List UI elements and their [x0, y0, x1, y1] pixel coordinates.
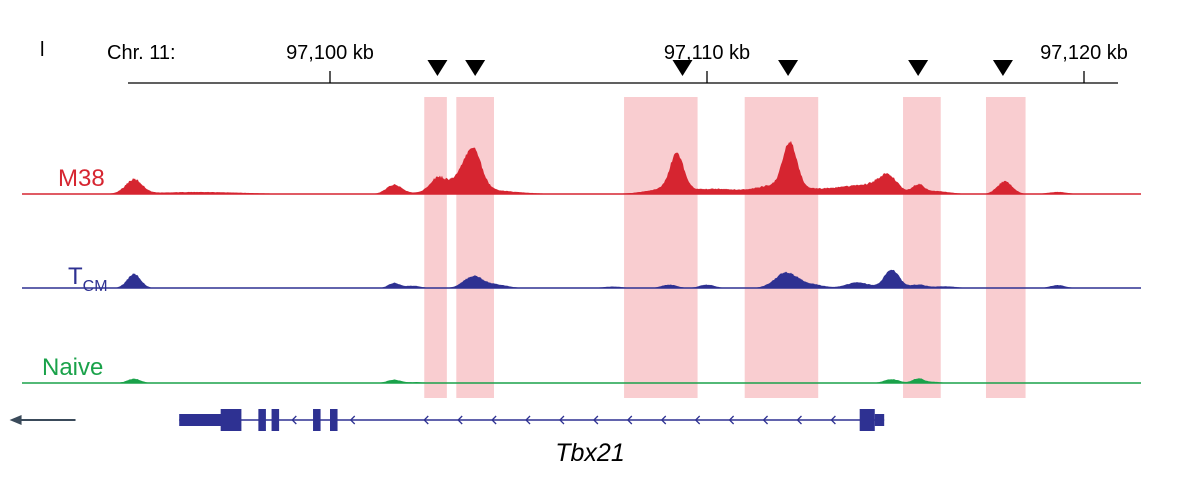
track-label-m38: M38	[58, 165, 105, 192]
gene-exon-6	[330, 409, 338, 431]
gene-strand-chevron-2	[291, 415, 297, 425]
track-label-naive: Naive	[42, 354, 103, 381]
gene-strand-chevron-11	[660, 415, 667, 425]
gene-strand-chevron-14	[762, 415, 769, 425]
highlight-region-5	[903, 97, 941, 398]
highlight-region-6	[985, 97, 1026, 398]
gene-strand-chevron-13	[728, 415, 735, 425]
highlight-region-2	[456, 97, 494, 398]
track-naive: Naive	[22, 354, 1141, 384]
axis-tick-label-1: 97,100 kb	[286, 42, 374, 64]
axis-tick-label-3: 97,120 kb	[1040, 42, 1128, 64]
track-m38: M38	[22, 140, 1141, 195]
highlight-region-4	[744, 97, 819, 398]
axis-tick-label-2: 97,110 kb	[664, 42, 750, 64]
gene-strand-chevron-12	[694, 415, 701, 425]
motif-arrowhead-5	[908, 60, 929, 76]
track-signal-tcm	[22, 269, 1141, 288]
gene-name-label: Tbx21	[555, 439, 624, 467]
motif-arrowhead-4	[778, 60, 799, 76]
panel-letter: l	[40, 39, 44, 61]
gene-exon-4	[271, 409, 280, 431]
gene-exon-8	[874, 414, 885, 426]
chromosome-label: Chr. 11:	[107, 42, 176, 64]
motif-arrowhead-2	[465, 60, 486, 76]
signal-tracks: M38 TCM Naive	[22, 140, 1141, 384]
track-tcm: TCM	[22, 263, 1141, 295]
track-label-tcm: TCM	[68, 263, 108, 295]
gene-strand-chevron-15	[796, 415, 802, 425]
gene-strand-chevron-8	[559, 415, 565, 425]
gene-strand-chevron-4	[423, 415, 429, 425]
motif-arrowheads	[427, 60, 1013, 76]
gene-strand-chevron-7	[525, 415, 531, 425]
gene-exon-2	[220, 409, 242, 431]
gene-exon-5	[313, 409, 321, 431]
gene-exon-7	[859, 409, 875, 431]
gene-strand-chevron-9	[592, 415, 599, 425]
gene-model	[9, 409, 885, 431]
gene-exon-1	[179, 414, 231, 426]
gene-strand-chevron-16	[830, 415, 836, 425]
motif-arrowhead-6	[992, 60, 1013, 76]
strand-direction-arrowhead	[9, 415, 22, 425]
track-signal-m38	[22, 140, 1141, 194]
gene-exon-3	[258, 409, 266, 431]
highlight-region-3	[624, 97, 698, 398]
highlight-region-1	[424, 97, 447, 398]
gene-strand-chevron-6	[491, 415, 497, 425]
track-label-subscript: CM	[83, 278, 108, 295]
motif-arrowhead-3	[672, 60, 693, 76]
gene-strand-chevron-3	[349, 415, 356, 425]
highlight-regions	[424, 97, 1026, 398]
gene-strand-chevron-5	[457, 415, 463, 425]
axis-ticks: 97,100 kb 97,110 kb 97,120 kb	[286, 42, 1128, 83]
gene-strand-chevron-10	[626, 415, 633, 425]
motif-arrowhead-1	[427, 60, 448, 76]
